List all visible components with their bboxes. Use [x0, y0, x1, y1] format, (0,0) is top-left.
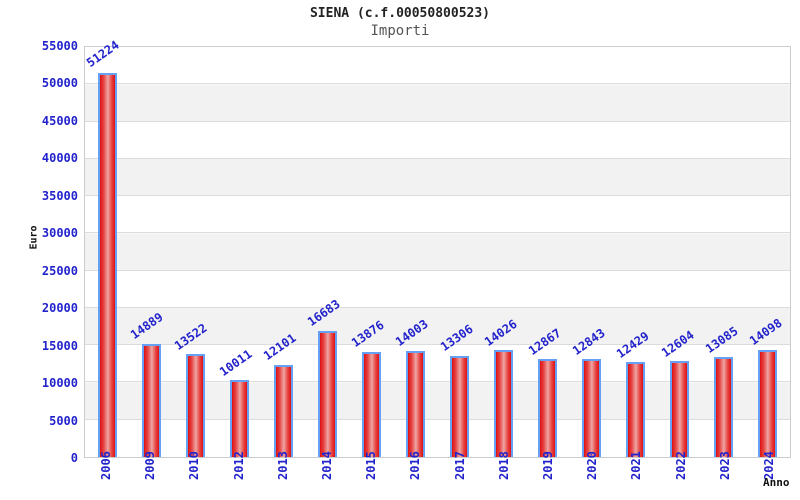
bar [494, 350, 514, 457]
x-tick-label: 2017 [452, 451, 467, 480]
bar [185, 354, 205, 457]
y-tick-label: 20000 [41, 301, 78, 316]
gridline [85, 381, 790, 383]
bar [317, 330, 337, 457]
x-tick-label: 2014 [320, 451, 335, 480]
y-axis-title: Euro [28, 225, 40, 250]
x-tick-label: 2009 [143, 451, 158, 480]
bar [405, 350, 425, 457]
bar [538, 359, 558, 457]
x-tick-label: 2016 [408, 451, 423, 480]
y-tick-label: 45000 [41, 113, 78, 128]
bar [450, 355, 470, 457]
y-tick-label: 15000 [41, 338, 78, 353]
gridline [85, 195, 790, 197]
bar [758, 349, 778, 457]
y-tick-label: 10000 [41, 376, 78, 391]
x-tick-label: 2013 [275, 451, 290, 480]
bar [582, 359, 602, 457]
x-tick-label: 2006 [99, 451, 114, 480]
gridline [85, 232, 790, 234]
x-tick-label: 2022 [673, 451, 688, 480]
y-tick-label: 5000 [49, 413, 78, 428]
bar [273, 364, 293, 457]
gridline [85, 83, 790, 85]
y-tick-label: 40000 [41, 151, 78, 166]
gridline [85, 120, 790, 122]
x-tick-label: 2015 [364, 451, 379, 480]
y-tick-label: 50000 [41, 76, 78, 91]
bar [626, 362, 646, 457]
y-tick-label: 35000 [41, 188, 78, 203]
bar [229, 380, 249, 457]
gridline [85, 418, 790, 420]
x-tick-label: 2024 [761, 451, 776, 480]
gridline [85, 269, 790, 271]
y-tick-label: 30000 [41, 226, 78, 241]
x-tick-label: 2023 [717, 451, 732, 480]
bar [97, 73, 117, 457]
bar [141, 344, 161, 457]
x-tick-label: 2019 [540, 451, 555, 480]
x-tick-label: 2018 [496, 451, 511, 480]
gridline [85, 157, 790, 159]
bar [361, 351, 381, 457]
x-tick-label: 2010 [187, 451, 202, 480]
y-tick-label: 55000 [41, 39, 78, 53]
chart-subtitle: Importi [370, 23, 430, 39]
y-tick-label: 0 [70, 451, 78, 465]
chart-title: SIENA (c.f.00050800523) [309, 6, 490, 21]
plot-area [84, 46, 791, 458]
x-tick-label: 2020 [585, 451, 600, 480]
y-tick-label: 25000 [41, 263, 78, 278]
x-axis-title: Anno [763, 476, 790, 489]
x-tick-label: 2012 [231, 451, 246, 480]
gridline [85, 306, 790, 308]
x-tick-label: 2021 [629, 451, 644, 480]
bar [714, 357, 734, 457]
bar [670, 361, 690, 457]
gridline [85, 344, 790, 346]
